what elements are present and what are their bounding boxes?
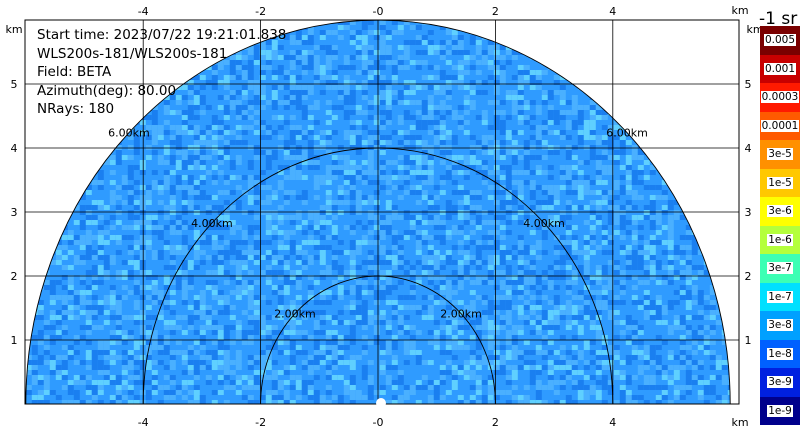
nrays-text: NRays: 180 [37,100,286,119]
y-tick-label-left: 2 [11,270,18,283]
colorbar-level: 3e-6 [760,197,800,226]
colorbar-level: 0.001 [760,55,800,84]
colorbar-level: 3e-5 [760,140,800,169]
radar-origin-marker [376,398,386,408]
colorbar-level-label: 1e-9 [767,405,793,417]
colorbar-level-label: 3e-7 [767,262,793,274]
range-ring-label: 6.00km [606,126,648,139]
colorbar-level: 1e-7 [760,283,800,312]
colorbar-level-label: 1e-8 [767,348,793,360]
range-ring-label: 4.00km [191,217,233,230]
colorbar-level: 1e-9 [760,397,800,426]
colorbar-level-label: 0.0003 [761,91,800,103]
colorbar-level-label: 0.005 [764,34,796,46]
scan-info-panel: Start time: 2023/07/22 19:21:01.838 WLS2… [37,26,286,119]
range-ring-label: 2.00km [440,307,482,320]
y-tick-label-left: 1 [11,334,18,347]
colorbar-level: 0.0003 [760,83,800,112]
colorbar-level: 3e-9 [760,368,800,397]
x-tick-label-bottom: -0 [373,416,384,429]
range-ring-label: 2.00km [274,307,316,320]
colorbar-level-label: 3e-8 [767,319,793,331]
axis-unit-label: km [5,23,22,36]
colorbar-level: 3e-7 [760,254,800,283]
x-tick-label-top: -4 [138,5,149,18]
colorbar-level-label: 1e-7 [767,291,793,303]
y-tick-label-right: 5 [745,78,752,91]
field-text: Field: BETA [37,63,286,82]
range-ring-label: 6.00km [108,126,150,139]
x-tick-label-bottom: -2 [255,416,266,429]
colorbar-level: 0.005 [760,26,800,55]
axis-unit-label: km [731,4,748,17]
colorbar-level: 1e-5 [760,169,800,198]
colorbar-level: 1e-6 [760,226,800,255]
y-tick-label-left: 4 [11,142,18,155]
x-tick-label-top: -2 [255,5,266,18]
colorbar-level-label: 3e-5 [767,148,793,160]
y-tick-label-left: 5 [11,78,18,91]
instrument-text: WLS200s-181/WLS200s-181 [37,45,286,64]
x-tick-label-top: -0 [373,5,384,18]
y-tick-label-right: 3 [745,206,752,219]
x-tick-label-bottom: -4 [138,416,149,429]
range-ring-label: 4.00km [523,217,565,230]
x-tick-label-bottom: 2 [492,416,499,429]
start-time-text: Start time: 2023/07/22 19:21:01.838 [37,26,286,45]
colorbar-level-label: 0.0001 [761,120,800,132]
x-tick-label-bottom: 4 [609,416,616,429]
axis-unit-label: km [731,416,748,429]
y-tick-label-right: 1 [745,334,752,347]
y-tick-label-left: 3 [11,206,18,219]
colorbar-level: 1e-8 [760,340,800,369]
colorbar-level: 3e-8 [760,311,800,340]
x-tick-label-top: 4 [609,5,616,18]
y-tick-label-right: 4 [745,142,752,155]
y-tick-label-right: 2 [745,270,752,283]
colorbar-level-label: 3e-9 [767,376,793,388]
colorbar-level: 0.0001 [760,112,800,141]
colorbar-level-label: 3e-6 [767,205,793,217]
x-tick-label-top: 2 [492,5,499,18]
colorbar-level-label: 1e-6 [767,234,793,246]
colorbar-level-label: 0.001 [764,63,796,75]
azimuth-text: Azimuth(deg): 80.00 [37,82,286,101]
colorbar-level-label: 1e-5 [767,177,793,189]
